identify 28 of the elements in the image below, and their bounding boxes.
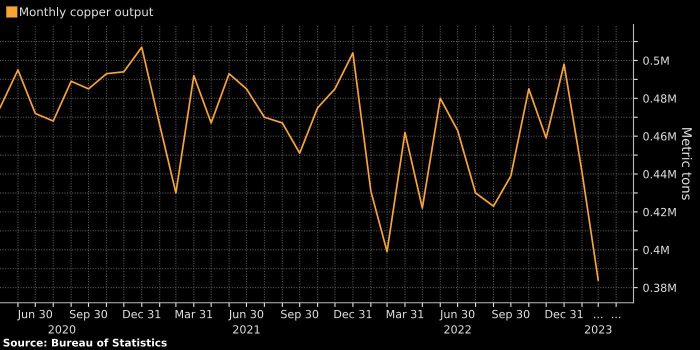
legend-label: Monthly copper output (20, 7, 154, 19)
x-tick-label: Dec 31 (334, 310, 372, 318)
y-tick-label: 0.42M (643, 208, 676, 216)
x-tick-label: Jun 30 (440, 310, 474, 320)
x-tick-label: ... (612, 316, 620, 318)
line-series (0, 46, 600, 281)
x-tick-label: Sep 30 (492, 310, 530, 320)
y-tick-label: 0.48M (643, 94, 676, 103)
x-tick-label: Jun 30 (17, 310, 52, 320)
x-tick-label: Jun 30 (228, 310, 264, 320)
x-tick-label: Dec 31 (546, 310, 583, 318)
x2-tick-label: 2023 (584, 325, 612, 334)
x2-tick-label: 2021 (233, 325, 260, 334)
y-tick-label: 0.38M (643, 284, 676, 292)
x-tick-label: Sep 30 (70, 310, 108, 320)
source-note: Source: Bureau of Statistics (4, 338, 167, 347)
x-tick-label: Mar 31 (176, 310, 212, 318)
x-tick-label: Dec 31 (123, 310, 160, 318)
y-tick-label: 0.46M (643, 132, 676, 141)
y-tick-label: 0.4M (643, 246, 669, 254)
x-tick-label: Mar 31 (386, 310, 424, 318)
y-tick-label: 0.5M (643, 56, 669, 65)
x-tick-label: Sep 30 (281, 310, 318, 320)
x2-tick-label: 2022 (444, 325, 471, 334)
y-tick-label: 0.44M (643, 170, 676, 178)
y-axis-title: Metric tons (682, 128, 692, 200)
x2-tick-label: 2020 (48, 325, 76, 334)
x-tick-label: ... (594, 316, 602, 318)
